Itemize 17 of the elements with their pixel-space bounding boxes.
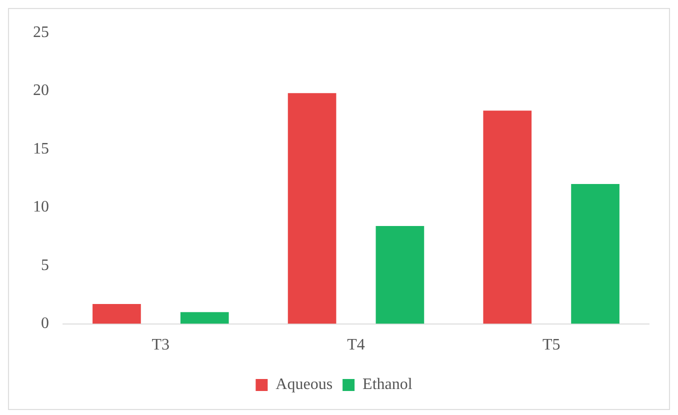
legend-label: Ethanol xyxy=(362,376,413,394)
x-tick-label: T5 xyxy=(542,336,560,354)
y-tick-label: 5 xyxy=(41,256,49,274)
bar xyxy=(571,184,620,324)
bar xyxy=(180,312,229,324)
bar xyxy=(288,93,336,324)
y-tick-label: 20 xyxy=(33,82,49,100)
y-tick-label: 25 xyxy=(33,24,49,41)
y-tick-label: 15 xyxy=(33,140,49,158)
bar xyxy=(376,226,424,324)
y-tick-label: 10 xyxy=(33,198,49,216)
bar xyxy=(92,304,141,324)
x-tick-label: T4 xyxy=(347,336,365,354)
y-tick-label: 0 xyxy=(41,315,49,332)
x-tick-label: T3 xyxy=(152,336,170,354)
bar xyxy=(483,110,532,324)
legend-label: Aqueous xyxy=(276,376,333,394)
